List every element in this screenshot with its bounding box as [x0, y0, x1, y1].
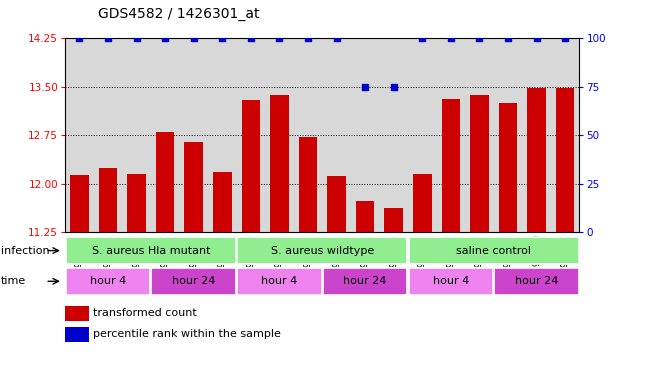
Point	[74, 35, 85, 41]
Bar	[322, 38, 351, 232]
Point	[445, 35, 456, 41]
Point	[103, 35, 113, 41]
Bar	[356, 201, 374, 232]
Bar	[94, 38, 122, 232]
Point	[303, 35, 313, 41]
Text: saline control: saline control	[456, 245, 531, 256]
Bar	[556, 88, 574, 232]
Text: hour 24: hour 24	[515, 276, 558, 286]
Bar	[437, 38, 465, 232]
Bar	[551, 38, 579, 232]
Text: time: time	[1, 276, 26, 286]
Text: hour 4: hour 4	[433, 276, 469, 286]
Bar	[237, 268, 322, 295]
Bar	[242, 100, 260, 232]
Bar	[265, 38, 294, 232]
Text: infection: infection	[1, 245, 49, 256]
Bar	[66, 268, 150, 295]
Text: transformed count: transformed count	[93, 308, 197, 318]
Point	[417, 35, 428, 41]
Bar	[70, 175, 89, 232]
Bar	[465, 38, 493, 232]
Point	[331, 35, 342, 41]
Bar	[127, 174, 146, 232]
Point	[274, 35, 284, 41]
Bar	[384, 209, 403, 232]
Bar	[441, 99, 460, 232]
Bar	[527, 88, 546, 232]
Text: hour 24: hour 24	[172, 276, 215, 286]
Text: S. aureus wildtype: S. aureus wildtype	[271, 245, 374, 256]
Bar	[213, 172, 232, 232]
Bar	[299, 137, 317, 232]
Point	[360, 84, 370, 90]
Text: hour 4: hour 4	[90, 276, 126, 286]
Text: S. aureus Hla mutant: S. aureus Hla mutant	[92, 245, 210, 256]
Bar	[413, 174, 432, 232]
Bar	[499, 103, 518, 232]
Bar	[99, 168, 117, 232]
Point	[189, 35, 199, 41]
Text: hour 4: hour 4	[261, 276, 298, 286]
Bar	[156, 132, 174, 232]
Point	[503, 35, 513, 41]
Text: hour 24: hour 24	[344, 276, 387, 286]
Bar	[180, 38, 208, 232]
Bar	[208, 38, 236, 232]
Point	[531, 35, 542, 41]
Bar	[152, 268, 236, 295]
Bar	[522, 38, 551, 232]
Bar	[409, 268, 493, 295]
Bar	[380, 38, 408, 232]
Bar	[65, 38, 94, 232]
Bar	[151, 38, 180, 232]
Point	[560, 35, 570, 41]
Bar	[237, 237, 408, 264]
Bar	[408, 38, 437, 232]
Bar	[66, 237, 236, 264]
Bar	[65, 306, 89, 321]
Bar	[327, 176, 346, 232]
Bar	[122, 38, 151, 232]
Point	[132, 35, 142, 41]
Bar	[493, 38, 522, 232]
Bar	[236, 38, 265, 232]
Point	[217, 35, 227, 41]
Bar	[184, 142, 203, 232]
Bar	[65, 328, 89, 342]
Point	[160, 35, 171, 41]
Bar	[470, 94, 489, 232]
Point	[474, 35, 484, 41]
Text: percentile rank within the sample: percentile rank within the sample	[93, 329, 281, 339]
Bar	[270, 94, 288, 232]
Bar	[323, 268, 408, 295]
Text: GDS4582 / 1426301_at: GDS4582 / 1426301_at	[98, 7, 259, 21]
Bar	[494, 268, 579, 295]
Bar	[409, 237, 579, 264]
Bar	[351, 38, 380, 232]
Point	[389, 84, 399, 90]
Bar	[294, 38, 322, 232]
Point	[245, 35, 256, 41]
